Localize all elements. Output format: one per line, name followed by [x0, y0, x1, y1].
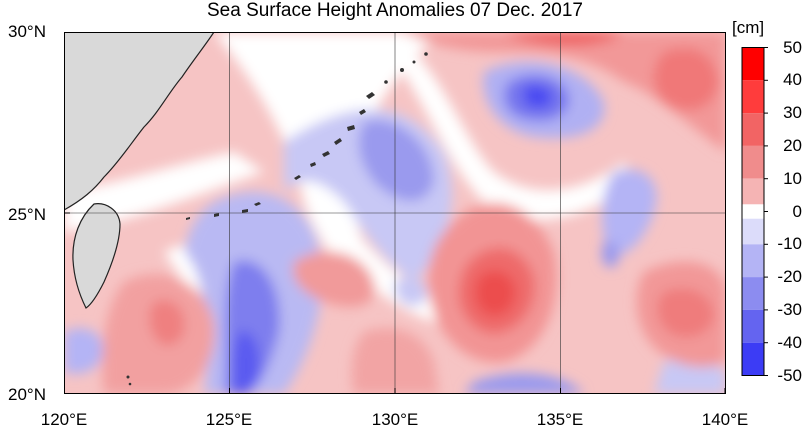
colorbar-unit: [cm]	[732, 18, 765, 37]
ssh-anomaly-field	[64, 32, 726, 394]
colorbar-tick-label: -40	[777, 332, 802, 352]
colorbar-tick-label: 20	[783, 135, 802, 155]
taiwan-land	[72, 203, 121, 309]
china-mainland-land	[64, 32, 215, 211]
lon-label-125e: 125°E	[205, 410, 253, 429]
colorbar-segment	[742, 309, 764, 343]
colorbar-tick-label: -50	[777, 365, 802, 385]
colorbar-segment	[742, 47, 764, 81]
colorbar-tick-label: 30	[783, 103, 802, 123]
colorbar-tick-label: 50	[783, 37, 802, 57]
graticule	[64, 32, 726, 394]
colorbar-tick-label: 0	[792, 201, 802, 221]
colorbar-tick-label: -30	[777, 299, 802, 319]
colorbar-segment	[742, 145, 764, 179]
colorbar-zero-band	[742, 204, 764, 219]
colorbar-segment	[742, 80, 764, 114]
lon-label-130e: 130°E	[371, 410, 419, 429]
lon-label-140e: 140°E	[701, 410, 749, 429]
ssh-anomaly-map	[64, 32, 726, 394]
lat-label-20n: 20°N	[8, 385, 46, 404]
lat-label-30n: 30°N	[8, 22, 46, 41]
colorbar-tick-label: 40	[783, 70, 802, 90]
colorbar-segment	[742, 211, 764, 245]
colorbar-segment	[742, 342, 764, 376]
colorbar-tick-label: -10	[777, 234, 802, 254]
colorbar-segment	[742, 277, 764, 310]
lon-label-120e: 120°E	[40, 410, 88, 429]
colorbar-segment	[742, 113, 764, 146]
lat-label-25n: 25°N	[8, 205, 46, 224]
colorbar-segment	[742, 178, 764, 212]
ryukyu-islands	[126, 52, 428, 386]
colorbar-tick-label: 10	[783, 168, 802, 188]
chart-title: Sea Surface Height Anomalies 07 Dec. 201…	[206, 0, 583, 21]
colorbar	[741, 47, 768, 376]
colorbar-tick-label: -20	[777, 267, 802, 287]
lon-label-135e: 135°E	[536, 410, 584, 429]
colorbar-segment	[742, 244, 764, 278]
